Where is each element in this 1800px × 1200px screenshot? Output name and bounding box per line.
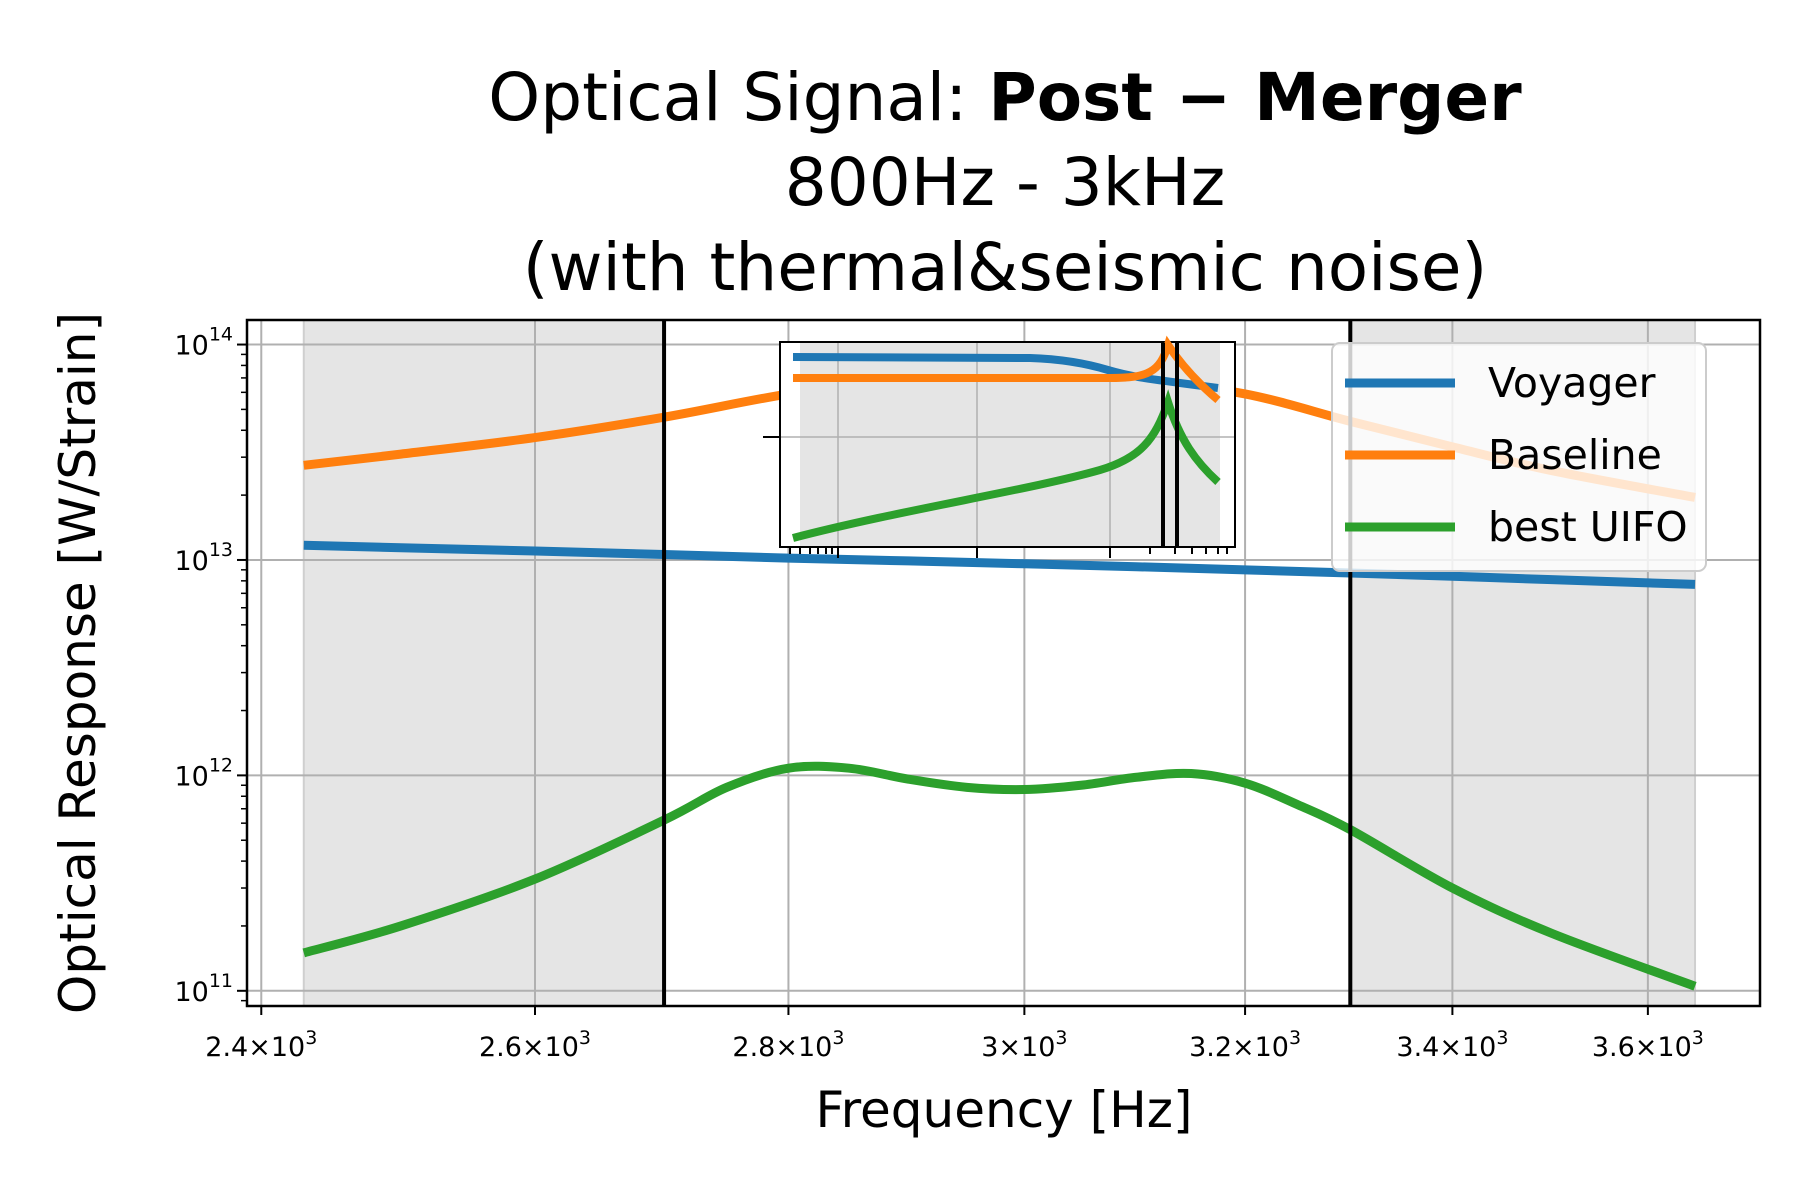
svg-text:Optical Signal: Post − Merger: Optical Signal: Post − Merger: [488, 59, 1522, 136]
title-bold-part: Post − Merger: [988, 59, 1522, 136]
title-line-3: (with thermal&seismic noise): [523, 229, 1487, 306]
legend-label-voyager: Voyager: [1488, 359, 1656, 407]
inset-line-voyager: [792, 353, 1219, 392]
shaded-region-1: [303, 320, 665, 1006]
inset-line-best-uifo: [791, 389, 1221, 542]
x-tick-label: 3.6×103: [1592, 1027, 1704, 1063]
title-normal-part: Optical Signal:: [488, 59, 988, 136]
x-tick-label: 3×103: [981, 1027, 1067, 1063]
inset-ticks: [763, 436, 1228, 558]
legend-box: [1331, 342, 1707, 572]
legend-label-best-uifo: best UIFO: [1488, 503, 1688, 551]
x-tick-label: 2.4×103: [205, 1027, 317, 1063]
series-line-voyager: [303, 540, 1696, 589]
x-tick-label: 3.2×103: [1189, 1027, 1301, 1063]
inset-shaded-region: [800, 343, 1220, 546]
y-tick-label: 1012: [174, 754, 233, 792]
x-tick-label: 2.6×103: [479, 1027, 591, 1063]
y-axis-label: Optical Response [W/Strain]: [49, 312, 107, 1014]
inset-chart: [763, 335, 1236, 558]
y-tick-label: 1014: [174, 324, 233, 362]
axis-ticks: 2.4×103 2.6×103 2.8×103 3×103 3.2×103 3.4×103…: [174, 324, 1703, 1063]
y-tick-label: 1011: [174, 970, 233, 1008]
y-tick-label: 1013: [174, 539, 233, 577]
x-tick-label: 3.4×103: [1396, 1027, 1508, 1063]
legend: Voyager Baseline best UIFO: [1331, 342, 1707, 572]
inset-series: [791, 335, 1221, 542]
legend-label-baseline: Baseline: [1488, 431, 1662, 479]
inset-line-baseline: [793, 335, 1221, 404]
x-tick-label: 2.8×103: [732, 1027, 844, 1063]
series-line-best-uifo: [302, 761, 1697, 991]
inset-vertical-lines: [1161, 343, 1179, 546]
x-axis-label: Frequency [Hz]: [815, 1081, 1192, 1139]
plot-frame: [245, 318, 1762, 1008]
chart-title: Optical Signal: Post − Merger 800Hz - 3k…: [488, 59, 1522, 306]
title-line-2: 800Hz - 3kHz: [785, 144, 1226, 221]
